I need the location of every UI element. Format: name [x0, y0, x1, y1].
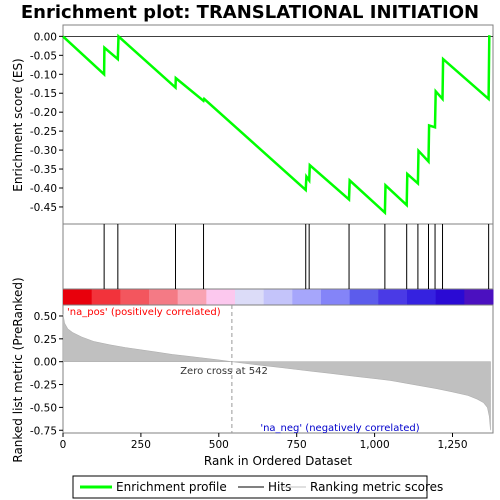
es-tick-label: -0.20 — [30, 107, 57, 119]
es-tick-label: -0.40 — [30, 183, 57, 195]
legend-label-hits: Hits — [268, 480, 291, 494]
es-tick-label: 0.00 — [34, 31, 57, 43]
gradient-segment-0 — [63, 289, 93, 305]
es-tick-label: -0.35 — [30, 164, 57, 176]
gradient-segment-3 — [149, 289, 179, 305]
ranking-metric-series — [62, 314, 491, 431]
gradient-segment-8 — [292, 289, 322, 305]
x-tick-label: 1,000 — [360, 439, 390, 451]
es-tick-label: -0.15 — [30, 88, 57, 100]
gradient-segment-13 — [435, 289, 465, 305]
metric-tick-label: -0.75 — [30, 425, 57, 437]
gradient-segment-1 — [91, 289, 121, 305]
x-axis: 0 250 500 750 1,000 1,250 — [60, 433, 468, 451]
chart-title: Enrichment plot: TRANSLATIONAL INITIATIO… — [21, 2, 479, 23]
gradient-segment-2 — [120, 289, 150, 305]
gradient-segment-5 — [206, 289, 236, 305]
x-tick-label: 750 — [287, 439, 307, 451]
es-tick-label: -0.45 — [30, 202, 57, 214]
gradient-segment-10 — [349, 289, 379, 305]
gradient-segment-6 — [235, 289, 265, 305]
metric-tick-label: 0.50 — [34, 311, 57, 323]
es-tick-label: -0.25 — [30, 126, 57, 138]
legend-label-metric: Ranking metric scores — [310, 480, 443, 494]
es-y-axis-label: Enrichment score (ES) — [11, 58, 25, 191]
metric-tick-label: -0.50 — [30, 402, 57, 414]
gradient-segment-4 — [177, 289, 207, 305]
metric-y-axis-label: Ranked list metric (PreRanked) — [11, 277, 25, 462]
x-axis-label: Rank in Ordered Dataset — [204, 454, 352, 468]
es-panel-frame — [62, 24, 494, 225]
enrichment-profile-series — [62, 33, 491, 216]
ranking-metric-area — [62, 314, 491, 431]
metric-tick-label: 0.00 — [34, 357, 57, 369]
legend: Enrichment profile Hits Ranking metric s… — [72, 475, 443, 499]
gradient-segment-12 — [407, 289, 437, 305]
es-tick-label: -0.10 — [30, 69, 57, 81]
legend-label-profile: Enrichment profile — [116, 480, 227, 494]
ranking-gradient-bar — [63, 289, 494, 305]
hit-lines — [103, 224, 490, 289]
x-tick-label: 0 — [60, 439, 67, 451]
es-y-axis: 0.00 -0.05 -0.10 -0.15 -0.20 -0.25 -0.30 -0.35 -… — [30, 31, 63, 214]
es-tick-label: -0.30 — [30, 145, 57, 157]
metric-tick-label: 0.25 — [34, 334, 57, 346]
metric-y-axis: 0.50 0.25 0.00 -0.25 -0.50 -0.75 — [30, 311, 63, 437]
gradient-segment-14 — [464, 289, 494, 305]
x-tick-label: 1,250 — [437, 439, 467, 451]
metric-tick-label: -0.25 — [30, 380, 57, 392]
hits-panel-frame — [62, 223, 494, 290]
gradient-segment-11 — [378, 289, 408, 305]
gradient-segment-7 — [263, 289, 293, 305]
enrichment-profile-line — [62, 33, 491, 216]
pos-correlated-label: 'na_pos' (positively correlated) — [67, 307, 221, 318]
neg-correlated-label: 'na_neg' (negatively correlated) — [260, 423, 419, 434]
gradient-segment-9 — [321, 289, 351, 305]
x-tick-label: 250 — [131, 439, 151, 451]
zero-cross-label: Zero cross at 542 — [180, 366, 268, 377]
es-tick-label: -0.05 — [30, 50, 57, 62]
x-tick-label: 500 — [209, 439, 229, 451]
